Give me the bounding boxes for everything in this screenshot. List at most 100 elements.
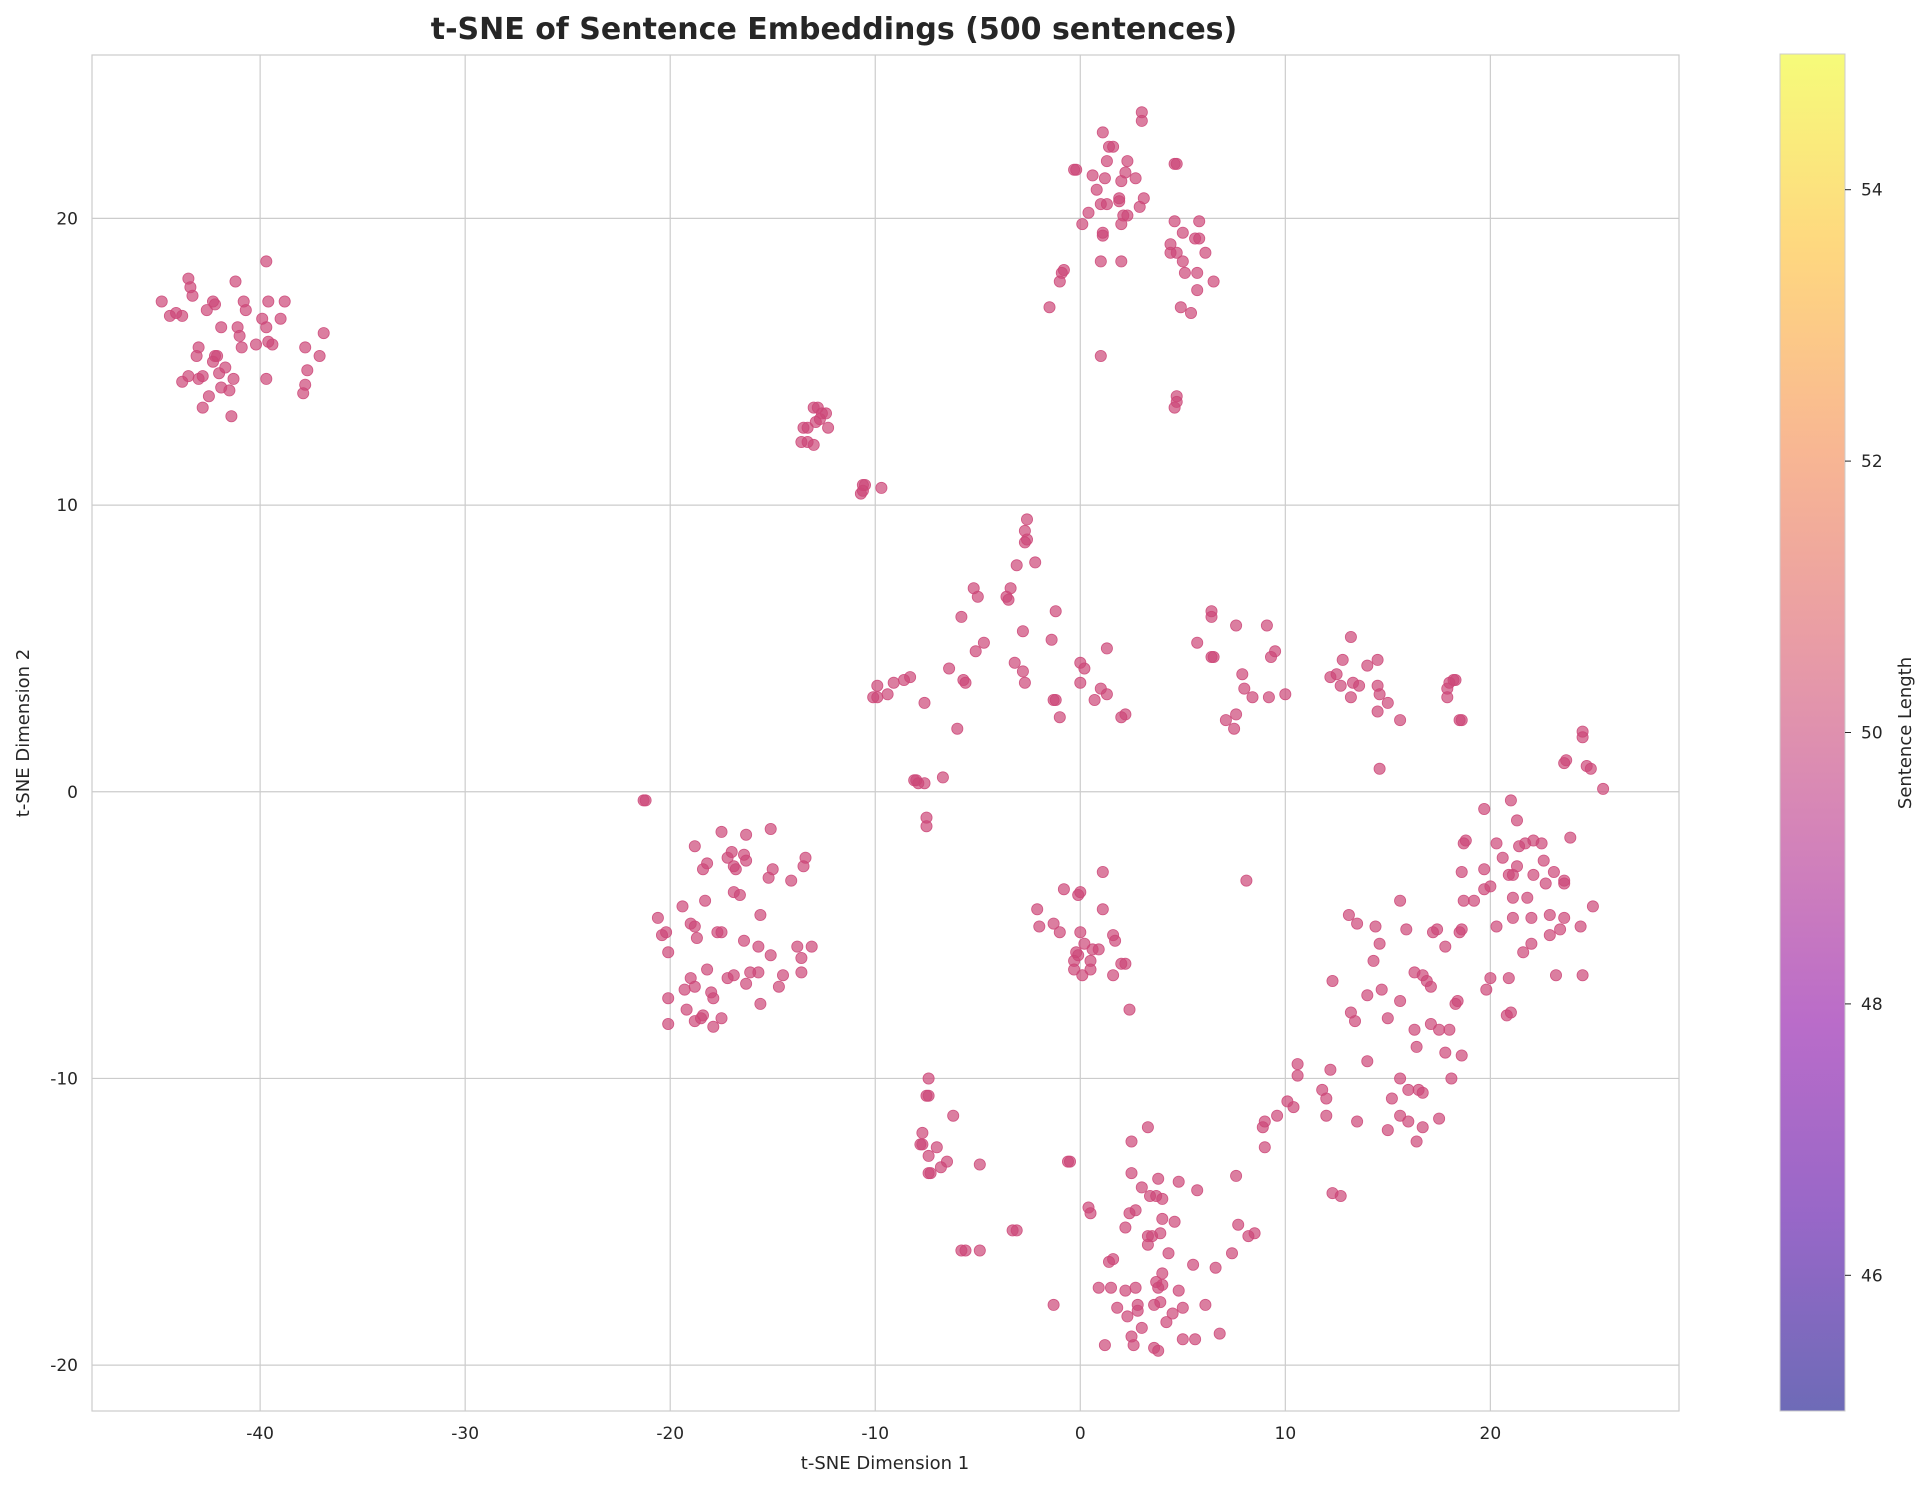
data-point — [1187, 1258, 1200, 1271]
data-point — [1016, 665, 1029, 678]
data-point — [1230, 1169, 1243, 1182]
data-point — [1105, 1281, 1118, 1294]
data-point — [1121, 1310, 1134, 1323]
data-point — [1168, 215, 1181, 228]
x-tick-label: -10 — [861, 1424, 889, 1444]
data-point — [1574, 920, 1587, 933]
data-point — [1373, 937, 1386, 950]
data-point — [1258, 1141, 1271, 1154]
data-point — [1100, 688, 1113, 701]
data-point — [1111, 1301, 1124, 1314]
data-point — [1178, 266, 1191, 279]
data-point — [772, 980, 785, 993]
data-point — [1100, 642, 1113, 655]
data-point — [1236, 668, 1249, 681]
data-point — [1558, 757, 1571, 770]
data-point — [727, 860, 740, 873]
data-point — [1172, 1175, 1185, 1188]
data-point — [1369, 920, 1382, 933]
data-point — [920, 820, 933, 833]
data-point — [856, 484, 869, 497]
data-point — [229, 275, 242, 288]
data-point — [1119, 957, 1132, 970]
data-point — [1047, 917, 1060, 930]
data-point — [1148, 1298, 1161, 1311]
data-point — [1394, 1072, 1407, 1085]
data-point — [1176, 255, 1189, 268]
data-point — [690, 932, 703, 945]
data-point — [260, 372, 273, 385]
data-point — [155, 295, 168, 308]
data-point — [1029, 556, 1042, 569]
data-point — [1443, 1023, 1456, 1036]
data-point — [233, 329, 246, 342]
data-point — [1400, 923, 1413, 936]
data-point — [1174, 301, 1187, 314]
data-point — [707, 992, 720, 1005]
data-point — [1129, 172, 1142, 185]
data-point — [297, 387, 310, 400]
data-point — [1074, 926, 1087, 939]
data-point — [1537, 854, 1550, 867]
data-point — [1160, 1316, 1173, 1329]
data-point — [1511, 814, 1524, 827]
y-tick-labels: -20 -10 0 10 20 — [50, 209, 78, 1376]
data-point — [676, 900, 689, 913]
data-point — [1096, 903, 1109, 916]
data-point — [715, 926, 728, 939]
data-point — [922, 1167, 935, 1180]
data-point — [1269, 645, 1282, 658]
y-tick-label: 10 — [56, 496, 78, 516]
data-point — [656, 929, 669, 942]
data-point — [1410, 1040, 1423, 1053]
data-point — [916, 1126, 929, 1139]
data-point — [190, 349, 203, 362]
colorbar-tick-label: 54 — [1861, 181, 1883, 201]
data-point — [202, 390, 215, 403]
data-point — [1199, 246, 1212, 259]
y-axis-label: t-SNE Dimension 2 — [13, 649, 34, 817]
data-point — [1193, 215, 1206, 228]
data-point — [740, 828, 753, 841]
data-point — [1205, 651, 1218, 664]
data-point — [1424, 1018, 1437, 1031]
data-point — [1468, 894, 1481, 907]
data-point — [223, 384, 236, 397]
data-point — [777, 969, 790, 982]
data-point — [1535, 837, 1548, 850]
data-point — [1084, 1207, 1097, 1220]
data-point — [1381, 696, 1394, 709]
data-point — [278, 295, 291, 308]
data-point — [1232, 1218, 1245, 1231]
data-point — [1053, 711, 1066, 724]
data-point — [764, 823, 777, 836]
x-tick-label: -40 — [246, 1424, 274, 1444]
data-point — [1119, 1284, 1132, 1297]
data-point — [1135, 1321, 1148, 1334]
data-point — [752, 966, 765, 979]
x-tick-label: -20 — [656, 1424, 684, 1444]
data-point — [1279, 688, 1292, 701]
plot-background — [92, 55, 1679, 1411]
data-point — [1115, 175, 1128, 188]
data-point — [1226, 1247, 1239, 1260]
data-point — [196, 370, 209, 383]
x-grid — [259, 55, 1491, 1411]
data-point — [688, 840, 701, 853]
data-point — [1478, 803, 1491, 816]
data-point — [1394, 995, 1407, 1008]
data-point — [740, 854, 753, 867]
data-point — [1455, 1049, 1468, 1062]
x-tick-labels: -40 -30 -20 -10 0 10 20 — [246, 1424, 1501, 1444]
data-point — [1402, 1083, 1415, 1096]
data-point — [1016, 625, 1029, 638]
data-point — [274, 312, 287, 325]
data-point — [1402, 1115, 1415, 1128]
data-point — [1344, 631, 1357, 644]
data-point — [1449, 674, 1462, 687]
x-tick-label: 0 — [1075, 1424, 1086, 1444]
y-tick-label: -20 — [50, 1356, 78, 1376]
data-point — [1584, 762, 1597, 775]
colorbar-tick-label: 46 — [1861, 1266, 1883, 1286]
data-point — [1334, 1190, 1347, 1203]
